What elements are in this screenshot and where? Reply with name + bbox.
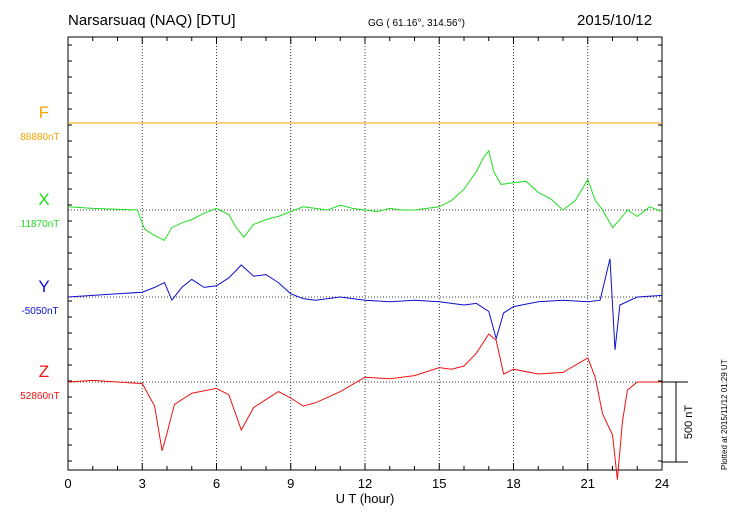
x-tick-label: 12 (358, 476, 372, 491)
x-tick-label: 21 (581, 476, 595, 491)
series-line-y (67, 258, 663, 350)
plotted-timestamp: Plotted at 2015/11/12 01:29 UT (720, 359, 729, 470)
series-line-x (67, 149, 663, 242)
x-tick-label: 18 (506, 476, 520, 491)
x-tick-label: 0 (64, 476, 71, 491)
scale-bar-label: 500 nT (683, 405, 695, 440)
series-name-y: Y (38, 277, 49, 296)
x-tick-label: 15 (432, 476, 446, 491)
x-tick-label: 9 (287, 476, 294, 491)
station-coordinates: GG ( 61.16°, 314.56°) (368, 18, 465, 29)
series-name-x: X (38, 190, 49, 209)
series-baseline-f: 88880nT (20, 132, 59, 143)
x-tick-label: 24 (655, 476, 669, 491)
x-axis-label: U T (hour) (336, 491, 395, 506)
series-baseline-y: -5050nT (21, 306, 58, 317)
series-baseline-x: 11870nT (21, 219, 60, 230)
series-name-z: Z (39, 362, 49, 381)
series-line-z (67, 333, 662, 480)
x-tick-label: 3 (139, 476, 146, 491)
x-tick-label: 6 (213, 476, 220, 491)
series-baseline-z: 52860nT (20, 391, 59, 402)
chart-date: 2015/10/12 (577, 12, 653, 29)
series-name-f: F (39, 103, 49, 122)
station-title: Narsarsuaq (NAQ) [DTU] (68, 12, 236, 29)
